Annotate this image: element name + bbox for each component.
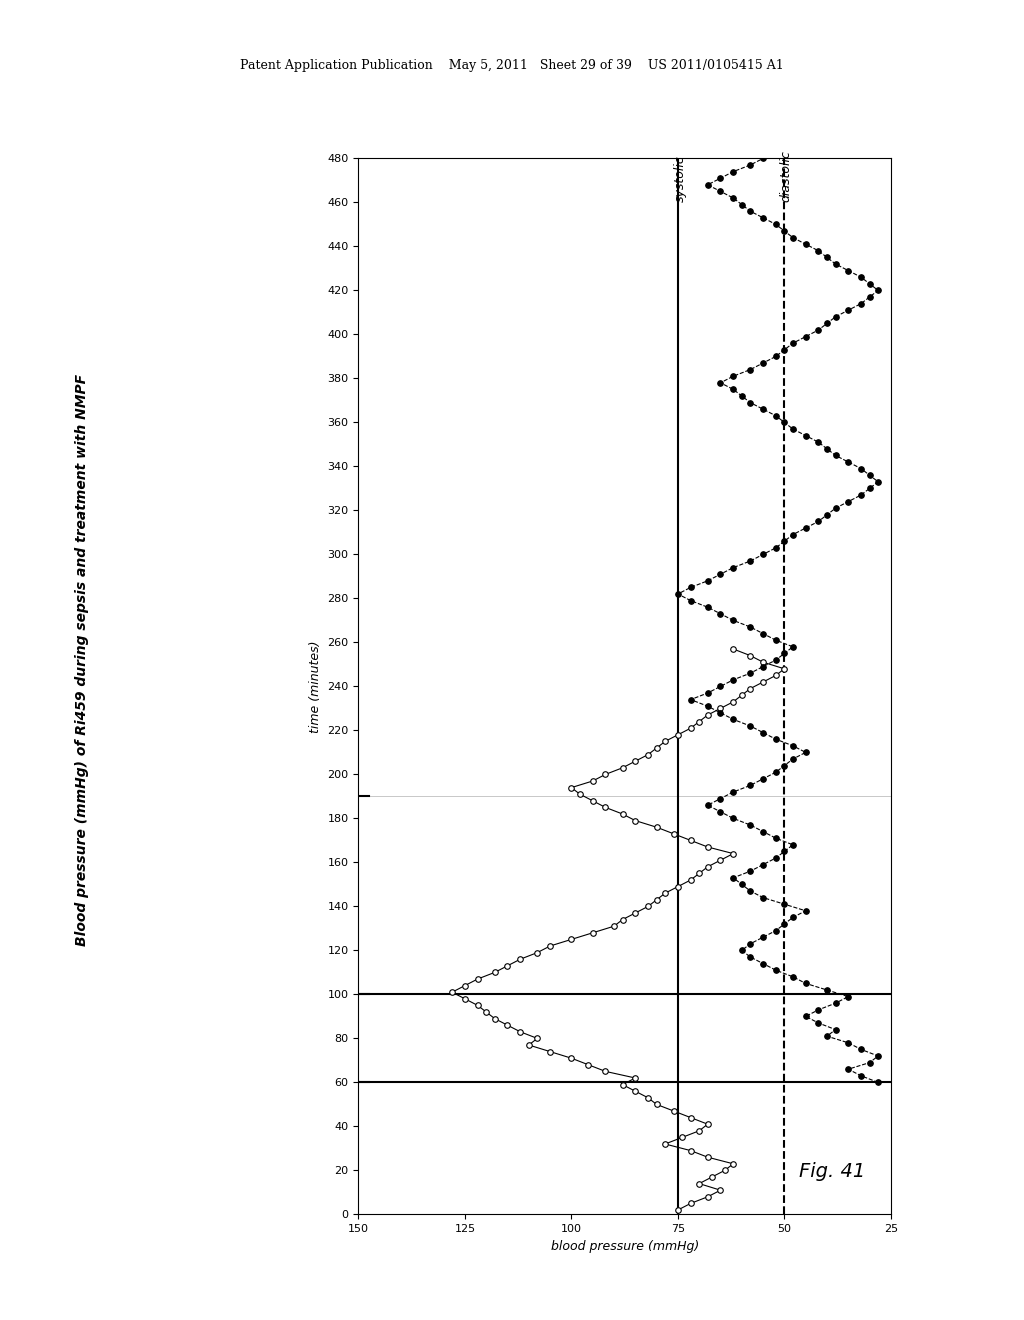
Text: diastolic: diastolic [780,150,793,202]
Y-axis label: time (minutes): time (minutes) [309,640,322,733]
Text: systolic: systolic [674,156,686,202]
Text: Blood pressure (mmHg) of Ri459 during sepsis and treatment with NMPF: Blood pressure (mmHg) of Ri459 during se… [75,374,89,946]
Text: Fig. 41: Fig. 41 [799,1162,865,1180]
Text: Patent Application Publication    May 5, 2011   Sheet 29 of 39    US 2011/010541: Patent Application Publication May 5, 20… [240,59,784,73]
X-axis label: blood pressure (mmHg): blood pressure (mmHg) [551,1239,698,1253]
